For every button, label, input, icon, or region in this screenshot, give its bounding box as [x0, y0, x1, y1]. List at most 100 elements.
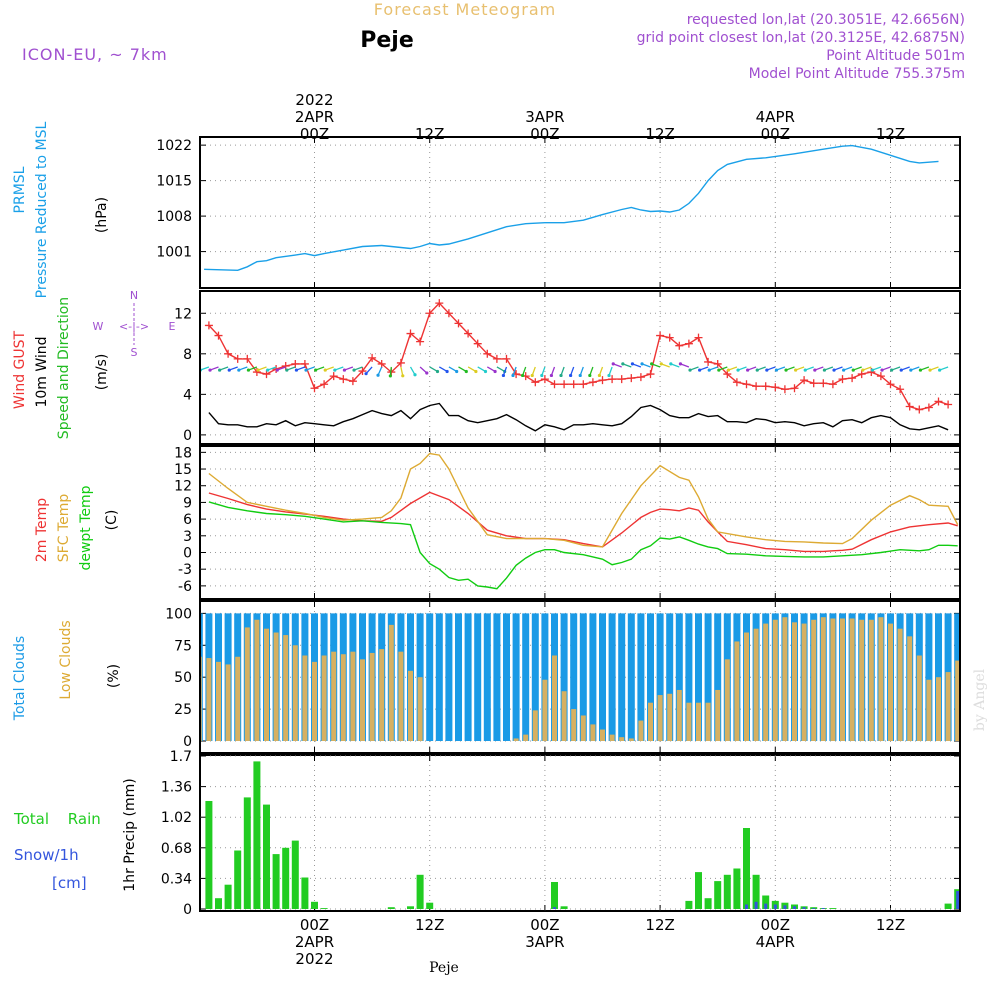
wind-dir-head — [794, 368, 798, 372]
bar-low-clouds — [417, 677, 423, 741]
bar-low-clouds — [590, 724, 596, 741]
gust-marker — [780, 385, 789, 394]
label-dewpt-temp: dewpt Temp — [78, 485, 94, 570]
gust-marker — [204, 321, 213, 330]
plot-area-pressure — [204, 144, 939, 272]
label-ms: (m/s) — [94, 354, 110, 391]
model-label: ICON-EU, ~ 7km — [22, 45, 168, 64]
time-label-bottom: 12Z — [415, 916, 444, 934]
wind-dir-head — [294, 368, 299, 372]
bar-total-clouds — [666, 613, 674, 741]
bar-total-clouds — [925, 613, 933, 741]
bar-total-clouds — [426, 613, 434, 741]
panel-frame-pressure — [199, 136, 961, 289]
bar-snow — [812, 908, 816, 909]
time-label-top: 00Z — [300, 125, 329, 143]
bar-snow — [764, 903, 768, 909]
label-10m-wind: 10m Wind — [34, 336, 50, 407]
ytick-label: -6 — [178, 579, 192, 595]
gust-marker — [291, 359, 300, 368]
gust-marker — [752, 382, 761, 391]
chart-title: Forecast Meteogram — [374, 0, 556, 19]
wind-dir-head — [256, 368, 260, 372]
gust-marker — [243, 354, 252, 363]
wind-dir-head — [464, 369, 468, 374]
gust-marker — [579, 380, 588, 389]
wind-dir-head — [746, 368, 750, 372]
ytick-label: 75 — [174, 638, 192, 654]
bar-low-clouds — [532, 710, 538, 741]
wind-dir-head — [707, 368, 711, 372]
wind-dir-head — [880, 368, 884, 372]
bar-snow — [773, 904, 777, 909]
wind-dir-head — [323, 368, 327, 372]
gust-marker — [627, 374, 636, 383]
wind-dir-head — [530, 373, 534, 378]
bar-total-clouds — [503, 613, 510, 741]
bar-low-clouds — [254, 619, 260, 741]
bar-total-rain — [944, 903, 952, 909]
requested-coords: requested lon,lat (20.3051E, 42.6656N) — [687, 12, 965, 28]
ytick-label: 1015 — [156, 174, 192, 190]
bar-total-rain — [733, 868, 741, 909]
wind-dir-head — [678, 362, 683, 366]
gust-marker — [310, 384, 319, 393]
gust-marker — [646, 370, 655, 379]
gridpoint-coords: grid point closest lon,lat (20.3125E, 42… — [637, 30, 965, 46]
wind-dir-head — [285, 368, 289, 372]
bar-low-clouds — [552, 655, 557, 741]
gust-marker — [636, 373, 645, 382]
bar-low-clouds — [571, 709, 577, 741]
bar-low-clouds — [897, 628, 903, 741]
ytick-label: 50 — [174, 670, 192, 686]
bar-total-clouds — [560, 613, 568, 741]
bar-total-clouds — [695, 613, 702, 741]
bar-total-clouds — [704, 613, 712, 741]
wind-dir-head — [266, 368, 270, 372]
bar-low-clouds — [350, 651, 356, 741]
gust-marker — [425, 309, 434, 318]
gust-marker — [915, 405, 924, 414]
wind-dir-head — [425, 371, 429, 375]
label-snow-1h: Snow/1h — [14, 846, 79, 864]
bar-snow — [802, 907, 806, 909]
bar-low-clouds — [379, 649, 385, 741]
ytick-label: 1.36 — [161, 780, 192, 796]
bar-total-clouds — [589, 613, 597, 741]
bar-total-clouds — [675, 613, 683, 741]
wind-dir-head — [493, 369, 497, 374]
ytick-label: 0.68 — [161, 841, 192, 857]
time-label-top: 2022 — [295, 91, 333, 109]
location-title: Peje — [360, 28, 414, 53]
wind-dir-head — [549, 373, 554, 378]
bar-total-rain — [560, 906, 568, 909]
bar-low-clouds — [628, 738, 634, 741]
bar-total-clouds — [647, 613, 654, 741]
bar-total-rain — [685, 900, 693, 909]
wind-dir-head — [890, 368, 894, 372]
bar-total-clouds — [627, 613, 635, 741]
bar-total-clouds — [455, 613, 462, 741]
gust-marker — [473, 339, 482, 348]
wind-dir-head — [842, 368, 846, 372]
gust-marker — [224, 349, 233, 358]
wind-dir-head — [717, 368, 721, 372]
bar-low-clouds — [811, 619, 817, 741]
bar-snow — [745, 904, 748, 909]
bar-total-clouds — [608, 613, 616, 741]
panel-clouds: 0 25 50 75 100 — [165, 600, 961, 754]
plot-area-temperature — [208, 452, 959, 590]
wind-dir-head — [227, 368, 231, 372]
bar-total-rain — [253, 761, 261, 909]
bar-total-clouds — [464, 613, 472, 741]
bar-total-rain — [426, 902, 434, 909]
bar-total-rain — [320, 908, 328, 909]
time-label-top: 2APR — [295, 108, 334, 126]
wind-dir-head — [597, 373, 602, 378]
wind-dir-head — [435, 369, 440, 374]
gust-marker — [396, 358, 405, 367]
label-hpa: (hPa) — [94, 197, 110, 233]
ytick-label: 9 — [183, 495, 192, 511]
gust-marker — [281, 361, 290, 370]
ytick-label: 0 — [183, 428, 192, 444]
